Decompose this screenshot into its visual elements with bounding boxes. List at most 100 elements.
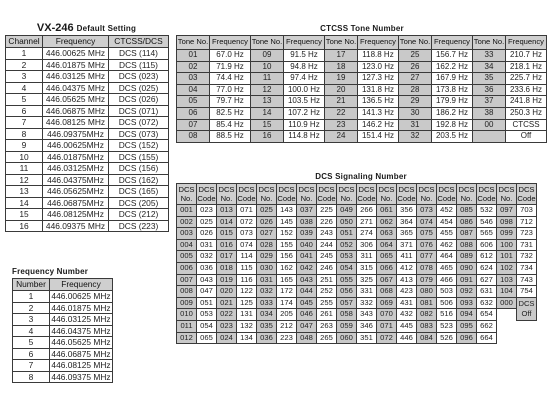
table-cell: 11 (250, 72, 284, 85)
vx246-default-setting-title: VX-246 Default Setting (5, 22, 168, 35)
table-cell: 3 (12, 313, 50, 326)
table-cell: 6 (5, 104, 43, 117)
table-cell: 090 (456, 261, 477, 275)
table-row: 3 446.03125 MHz DCS (023) (5, 70, 169, 83)
table-cell: 356 (396, 204, 417, 217)
table-cell: 33 (472, 49, 506, 62)
frequency-number-title: Frequency Number (12, 265, 112, 278)
table-cell: 212 (276, 319, 297, 333)
table-cell: 731 (516, 238, 537, 252)
table-cell: 167.9 Hz (431, 72, 473, 85)
ctcss-tone-number-table: Tone No. Frequency Tone No. Frequency Tone N… (176, 35, 547, 143)
table-cell: 413 (396, 273, 417, 287)
table-cell: 97.4 Hz (283, 72, 325, 85)
table-cell: 14 (250, 106, 284, 120)
table-cell: 055 (336, 273, 357, 287)
table-row: 03 74.4 Hz 11 97.4 Hz 19 127.3 Hz 27 167.9 Hz 35… (176, 72, 547, 85)
table-cell: 27 (398, 72, 432, 85)
table-cell: 446.05625 MHz (42, 93, 109, 106)
table-cell: 081 (416, 296, 437, 310)
table-cell: Off (505, 130, 547, 143)
table-cell: 82.5 Hz (209, 106, 251, 120)
table-row: 3 446.03125 MHz (12, 313, 113, 326)
table-cell: 086 (456, 215, 477, 229)
table-cell: 06 (176, 106, 210, 120)
frequency-number-table: Number Frequency 1 446.00625 MHz 2 446.01875… (12, 278, 113, 383)
column-header: Tone No. (176, 35, 210, 50)
table-row: 010 053 022 131 034 205 046 261 058 343 070 432 082 5… (176, 308, 537, 344)
table-row: 15 446.08125MHz DCS (212) (5, 208, 169, 221)
table-cell: 118.8 Hz (357, 49, 399, 62)
table-cell: 035 (256, 319, 277, 333)
table-cell: 057 (336, 296, 357, 310)
table-cell: 088 (456, 238, 477, 252)
table-cell: 063 (376, 227, 397, 240)
table-cell: 606 (476, 238, 497, 252)
table-cell: 431 (396, 296, 417, 310)
table-cell: 107.2 Hz (283, 106, 325, 120)
table-cell: 446.00625 MHz (42, 47, 109, 60)
table-cell: DCS (155) (108, 150, 169, 163)
table-cell: 311 (356, 250, 377, 263)
table-cell: DCS (115) (108, 58, 169, 71)
table-cell: 114.8 Hz (283, 130, 325, 143)
table-cell: 122 (236, 285, 257, 298)
table-cell: 446.09375 MHz (49, 370, 113, 383)
table-cell: DCS (156) (108, 162, 169, 175)
table-cell: 446.08125 MHz (42, 116, 109, 129)
table-cell: 017 (216, 250, 237, 263)
table-cell: 005 (176, 250, 197, 263)
table-cell: 243 (316, 227, 337, 240)
table-cell: 018 (216, 261, 237, 275)
table-cell: 05 (176, 95, 210, 108)
table-cell: 077 (416, 250, 437, 263)
dcs-code-header: DCS Code (396, 183, 417, 205)
table-cell: 446.01875MHz (42, 150, 109, 163)
dcs-code-header: DCS Code (196, 183, 217, 205)
table-cell: 446.03125MHz (42, 162, 109, 175)
table-cell: 19 (324, 72, 358, 85)
table-cell: 065 (376, 250, 397, 263)
table-cell: 432 (396, 308, 417, 321)
table-cell: 079 (416, 273, 437, 287)
table-cell: 452 (436, 204, 457, 217)
table-cell: 446.00625MHz (42, 139, 109, 152)
table-cell: 043 (196, 273, 217, 287)
table-cell: 053 (196, 308, 217, 321)
table-row: 5 446.05625 MHz (12, 336, 113, 349)
table-cell: 099 (496, 227, 517, 240)
table-cell: 18 (324, 60, 358, 74)
dcs-no-header: DCS No. (216, 183, 237, 205)
table-cell: 010 (176, 308, 197, 321)
table-cell: 097 (496, 204, 517, 217)
table-cell: 045 (296, 296, 317, 310)
table-cell: 155 (276, 238, 297, 252)
table-cell: 049 (336, 204, 357, 217)
table-cell: 080 (416, 285, 437, 298)
table-cell: 003 (176, 227, 197, 240)
table-cell: 446.08125MHz (42, 208, 109, 221)
table-cell: 225.7 Hz (505, 72, 547, 85)
table-cell: 162.2 Hz (431, 60, 473, 74)
table-cell: 151.4 Hz (357, 130, 399, 143)
table-cell: 12 (5, 173, 43, 186)
dcs-code-header: DCS Code (516, 183, 537, 205)
table-cell: DCS (026) (108, 93, 169, 106)
table-cell: 464 (436, 250, 457, 263)
table-cell: 032 (256, 285, 277, 298)
table-cell: 059 (336, 319, 357, 333)
table-cell: 047 (296, 319, 317, 333)
dcs-title-text: DCS Signaling Number (315, 172, 407, 181)
table-cell: 186.2 Hz (431, 106, 473, 120)
table-cell: 255 (316, 296, 337, 310)
table-cell: 315 (356, 261, 377, 275)
table-cell: 5 (12, 336, 50, 349)
table-cell: 25 (398, 49, 432, 62)
table-cell: DCS (223) (108, 219, 169, 232)
table-cell: 446.06875 MHz (49, 347, 113, 360)
table-row: 01 67.0 Hz 09 91.5 Hz 17 118.8 Hz 25 156.7 Hz 33… (176, 49, 547, 62)
table-row: 001 023 013 071 025 143 037 225 049 266 061 356 073 4… (176, 204, 537, 217)
table-cell: 054 (196, 319, 217, 333)
column-header: Frequency (357, 35, 399, 50)
table-cell: 446.09375 MHz (42, 219, 109, 232)
